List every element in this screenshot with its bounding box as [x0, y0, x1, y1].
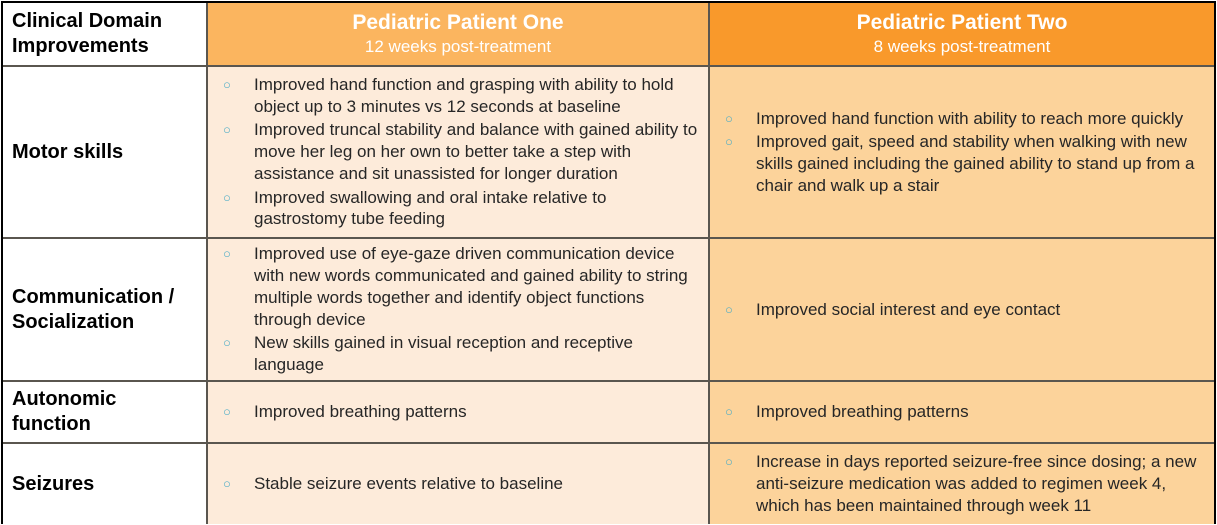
cell-motor-skills-patient-one: ○ Improved hand function and grasping wit…: [208, 67, 710, 239]
row-label-text: Autonomic function: [12, 388, 117, 435]
bullet-list: ○ Improved hand function and grasping wit…: [220, 72, 698, 232]
circle-bullet-icon: ○: [725, 134, 733, 150]
circle-bullet-icon: ○: [725, 301, 733, 317]
bullet-text: Improved breathing patterns: [254, 402, 467, 422]
column-title: Pediatric Patient Two: [856, 11, 1068, 35]
bullet-item: ○ Improved breathing patterns: [722, 401, 1204, 423]
bullet-text: Increase in days reported seizure-free s…: [756, 452, 1197, 515]
cell-autonomic-patient-one: ○ Improved breathing patterns: [208, 382, 710, 444]
bullet-text: Improved breathing patterns: [756, 402, 969, 422]
bullet-list: ○ Improved hand function with ability to …: [722, 106, 1204, 199]
column-subtitle: 12 weeks post-treatment: [364, 36, 552, 56]
bullet-text: Improved swallowing and oral intake rela…: [254, 187, 607, 229]
bullet-item: ○ Stable seizure events relative to basel…: [220, 473, 698, 495]
cell-seizures-patient-one: ○ Stable seizure events relative to basel…: [208, 444, 710, 524]
bullet-item: ○ Improved truncal stability and balance …: [220, 119, 698, 184]
circle-bullet-icon: ○: [725, 454, 733, 470]
column-header-patient-one: Pediatric Patient One 12 weeks post-trea…: [208, 3, 710, 67]
circle-bullet-icon: ○: [725, 404, 733, 420]
bullet-text: Improved gait, speed and stability when …: [756, 132, 1195, 195]
bullet-list: ○ Improved use of eye-gaze driven communi…: [220, 241, 698, 378]
bullet-text: Improved hand function and grasping with…: [254, 74, 674, 116]
cell-communication-patient-two: ○ Improved social interest and eye contac…: [710, 239, 1214, 382]
bullet-item: ○ Improved social interest and eye contac…: [722, 299, 1204, 321]
bullet-item: ○ Improved use of eye-gaze driven communi…: [220, 243, 698, 330]
bullet-item: ○ Increase in days reported seizure-free …: [722, 451, 1204, 516]
column-header-patient-two: Pediatric Patient Two 8 weeks post-treat…: [710, 3, 1214, 67]
cell-autonomic-patient-two: ○ Improved breathing patterns: [710, 382, 1214, 444]
row-label-seizures: Seizures: [3, 444, 208, 524]
bullet-item: ○ Improved breathing patterns: [220, 401, 698, 423]
circle-bullet-icon: ○: [223, 122, 231, 138]
circle-bullet-icon: ○: [223, 335, 231, 351]
bullet-item: ○ Improved hand function with ability to …: [722, 108, 1204, 130]
bullet-list: ○ Improved breathing patterns: [722, 399, 1204, 425]
bullet-text: Improved truncal stability and balance w…: [254, 120, 698, 183]
circle-bullet-icon: ○: [223, 189, 231, 205]
row-label-text: Seizures: [12, 472, 95, 495]
cell-seizures-patient-two: ○ Increase in days reported seizure-free …: [710, 444, 1214, 524]
corner-header-text: Clinical Domain Improvements: [12, 10, 163, 57]
circle-bullet-icon: ○: [223, 246, 231, 262]
circle-bullet-icon: ○: [223, 476, 231, 492]
row-label-text: Motor skills: [12, 140, 124, 163]
column-subtitle: 8 weeks post-treatment: [873, 36, 1051, 56]
row-label-autonomic-function: Autonomic function: [3, 382, 208, 444]
bullet-list: ○ Improved social interest and eye contac…: [722, 297, 1204, 323]
bullet-text: Improved hand function with ability to r…: [756, 108, 1184, 128]
circle-bullet-icon: ○: [223, 76, 231, 92]
corner-header: Clinical Domain Improvements: [3, 3, 208, 67]
bullet-item: ○ Improved hand function and grasping wit…: [220, 74, 698, 118]
bullet-text: Improved social interest and eye contact: [756, 299, 1061, 319]
row-label-communication-socialization: Communication / Socialization: [3, 239, 208, 382]
column-title: Pediatric Patient One: [352, 11, 564, 35]
bullet-list: ○ Stable seizure events relative to basel…: [220, 471, 698, 497]
bullet-text: New skills gained in visual reception an…: [254, 333, 633, 374]
bullet-item: ○ Improved gait, speed and stability when…: [722, 131, 1204, 196]
row-label-motor-skills: Motor skills: [3, 67, 208, 239]
cell-communication-patient-one: ○ Improved use of eye-gaze driven communi…: [208, 239, 710, 382]
bullet-item: ○ New skills gained in visual reception a…: [220, 332, 698, 376]
row-label-text: Communication / Socialization: [12, 285, 175, 333]
cell-motor-skills-patient-two: ○ Improved hand function with ability to …: [710, 67, 1214, 239]
circle-bullet-icon: ○: [223, 404, 231, 420]
bullet-list: ○ Increase in days reported seizure-free …: [722, 449, 1204, 518]
bullet-list: ○ Improved breathing patterns: [220, 399, 698, 425]
bullet-item: ○ Improved swallowing and oral intake rel…: [220, 187, 698, 231]
bullet-text: Improved use of eye-gaze driven communic…: [254, 244, 688, 329]
circle-bullet-icon: ○: [725, 110, 733, 126]
bullet-text: Stable seizure events relative to baseli…: [254, 474, 564, 494]
